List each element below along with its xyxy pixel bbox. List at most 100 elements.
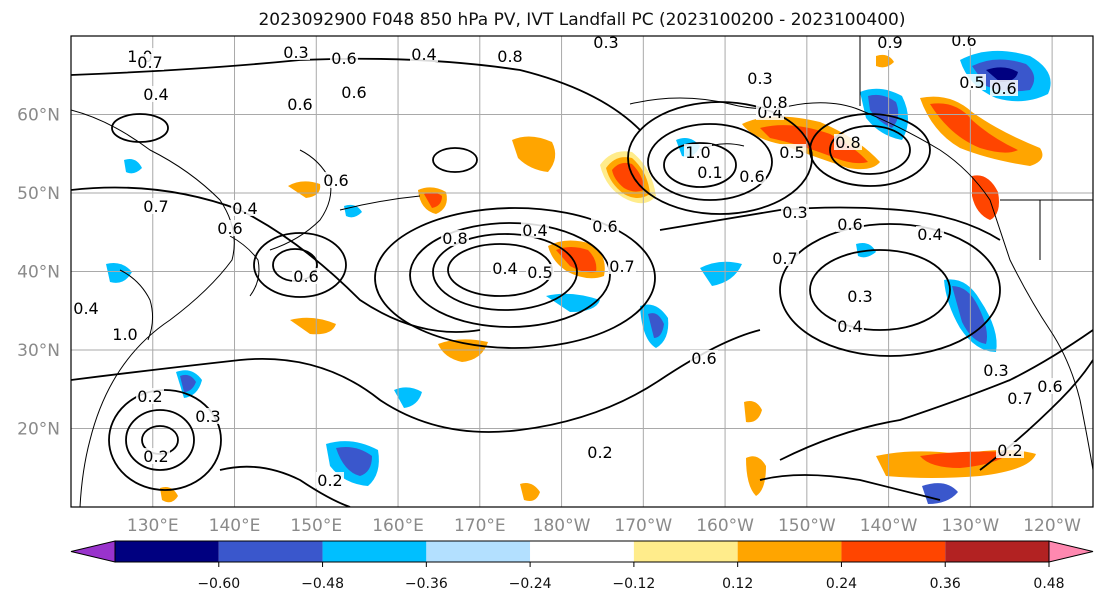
- contour-label-bg: [876, 36, 904, 50]
- contour-label-bg: [521, 222, 549, 238]
- contour-label: 0.6: [323, 171, 348, 190]
- colorbar-tick-label: −0.36: [405, 576, 448, 592]
- colorbar-tick-label: −0.60: [197, 576, 240, 592]
- contour-label: 0.6: [991, 79, 1016, 98]
- lon-tick-label: 160°W: [696, 516, 754, 536]
- contour-label: 0.8: [442, 229, 467, 248]
- colorbar-segment: [218, 541, 323, 562]
- contour-label: 0.2: [137, 387, 162, 406]
- colorbar-extend-high: [1048, 540, 1094, 563]
- contour-label: 0.3: [782, 203, 807, 222]
- colorbar-tick-label: 0.12: [722, 576, 753, 592]
- contour-label: 0.3: [747, 69, 772, 88]
- contour-label: 0.4: [411, 45, 436, 64]
- contour-label: 0.4: [143, 85, 168, 104]
- contour-label-bg: [231, 200, 259, 216]
- positive-anomaly: [288, 181, 321, 198]
- colorbar-extend-low: [70, 540, 116, 563]
- positive-anomaly: [512, 136, 556, 172]
- contour-label: 0.2: [587, 443, 612, 462]
- map-frame: [70, 35, 1094, 508]
- contour-label: 0.4: [522, 221, 547, 240]
- positive-anomaly: [424, 192, 442, 208]
- colorbar-segment: [322, 541, 427, 562]
- contour-line: [659, 206, 1001, 241]
- contour-label: 0.8: [497, 47, 522, 66]
- lon-tick-label: 160°E: [372, 516, 424, 536]
- contour-label: 0.6: [287, 95, 312, 114]
- colorbar-segment: [841, 541, 946, 562]
- contour-label-bg: [142, 198, 170, 214]
- contour-line: [374, 207, 656, 349]
- contour-label-bg: [142, 86, 170, 102]
- positive-anomaly: [744, 401, 762, 423]
- contour-label-bg: [136, 388, 164, 404]
- contour-label: 0.6: [1037, 377, 1062, 396]
- positive-anomaly: [760, 125, 868, 164]
- contour-label: 1.0: [685, 143, 710, 162]
- positive-anomaly: [876, 54, 894, 68]
- contour-label-bg: [526, 264, 554, 280]
- contour-label-bg: [292, 268, 320, 284]
- contour-label: 0.6: [341, 83, 366, 102]
- lon-tick-label: 170°E: [454, 516, 506, 536]
- gridlines: [71, 36, 1093, 507]
- contour-label: 0.3: [593, 33, 618, 52]
- contour-label-bg: [950, 36, 978, 48]
- contour-line: [253, 232, 347, 298]
- contour-label-bg: [771, 250, 799, 266]
- colorbar-segment: [115, 541, 219, 562]
- contour-label-bg: [690, 350, 718, 366]
- contour-line: [409, 222, 611, 328]
- contour-label: 0.2: [997, 441, 1022, 460]
- contour-label: 0.2: [143, 447, 168, 466]
- contour-line: [759, 474, 941, 501]
- lat-tick-label: 20°N: [17, 420, 60, 440]
- negative-anomaly: [106, 263, 132, 283]
- contour-labels: 1.0 0.7 0.4 0.3 0.6 0.8 0.6 0.6 0.4 0.3 0.6 0.4 0.6 0…: [72, 33, 1064, 490]
- contour-label-bg: [846, 288, 874, 304]
- contour-label: 0.4: [232, 199, 257, 218]
- contour-label: 0.6: [739, 167, 764, 186]
- contour-label-bg: [194, 408, 222, 424]
- longitude-axis: 130°E 140°E 150°E 160°E 170°E 180°W 170°W 160°W…: [127, 516, 1081, 536]
- negative-anomaly: [180, 374, 196, 392]
- contour-label: 0.7: [609, 257, 634, 276]
- contour-label-bg: [282, 44, 310, 60]
- map-panel: 1.0 0.7 0.4 0.3 0.6 0.8 0.6 0.6 0.4 0.3 0.6 0.4 0.6 0…: [70, 33, 1094, 508]
- contour-label: 0.3: [847, 287, 872, 306]
- contour-label: 0.4: [917, 225, 942, 244]
- contour-label-bg: [340, 84, 368, 100]
- contour-label-bg: [286, 96, 314, 112]
- contour-label-bg: [761, 94, 789, 110]
- contour-label-bg: [696, 164, 724, 180]
- positive-anomaly: [920, 451, 1010, 468]
- contour-line: [809, 249, 951, 331]
- negative-anomaly: [868, 94, 899, 128]
- contour-label: 0.6: [293, 267, 318, 286]
- contour-label-bg: [916, 226, 944, 242]
- contour-line: [663, 142, 737, 188]
- lon-tick-label: 180°W: [533, 516, 591, 536]
- contour-label: 0.7: [1007, 389, 1032, 408]
- colorbar-frame: [114, 540, 1050, 563]
- contour-label: 0.3: [283, 43, 308, 62]
- lat-tick-label: 60°N: [17, 106, 60, 126]
- contour-label-bg: [836, 318, 864, 334]
- positive-anomaly: [556, 247, 597, 273]
- colorbar-tick-label: 0.48: [1033, 576, 1064, 592]
- contour-label: 0.3: [983, 361, 1008, 380]
- contour-label: 0.6: [837, 215, 862, 234]
- contour-label-bg: [322, 172, 350, 188]
- contour-label-bg: [834, 134, 862, 150]
- contour-label-bg: [591, 218, 619, 234]
- colorbar: −0.60 −0.48 −0.36 −0.24 −0.12 0.12 0.24 0.36 0.4…: [70, 540, 1094, 592]
- contour-label: 0.1: [697, 163, 722, 182]
- contour-label: 0.4: [73, 299, 98, 318]
- negative-anomaly: [986, 67, 1018, 82]
- contour-label-bg: [330, 50, 358, 66]
- contour-line: [779, 223, 1001, 357]
- colorbar-segment: [530, 541, 634, 562]
- contour-label-bg: [608, 258, 636, 274]
